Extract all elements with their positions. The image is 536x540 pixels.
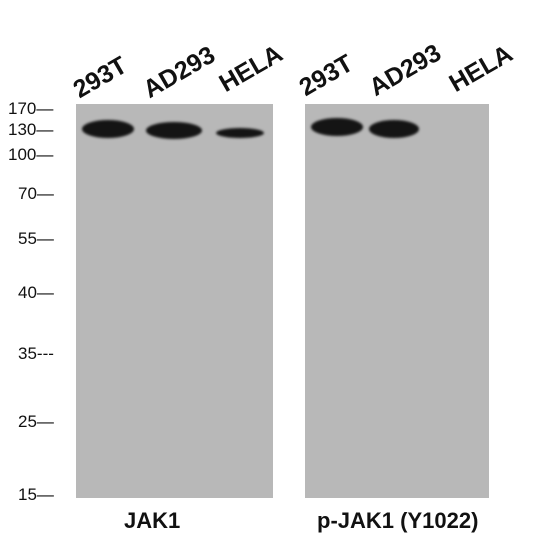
marker-100: 100— [8, 145, 54, 164]
panel-title-pjak1: p-JAK1 (Y1022) [317, 508, 479, 533]
band-pjak1-ad293 [369, 120, 419, 138]
marker-55: 55— [18, 229, 54, 248]
lane-label-293t-left: 293T [68, 51, 132, 104]
band-jak1-293t [82, 120, 134, 138]
marker-130: 130— [8, 120, 54, 139]
marker-35: 35--- [18, 344, 54, 363]
band-jak1-ad293 [146, 122, 202, 139]
lane-label-293t-right: 293T [294, 49, 358, 102]
band-jak1-hela [216, 128, 264, 138]
lane-label-hela-left: HELA [214, 39, 288, 98]
lane-label-hela-right: HELA [444, 39, 518, 98]
marker-70: 70— [18, 184, 54, 203]
lane-label-ad293-left: AD293 [138, 40, 220, 104]
marker-25: 25— [18, 412, 54, 431]
band-pjak1-293t [311, 118, 363, 136]
blot-membrane-pjak1 [305, 104, 489, 498]
blot-membrane-jak1 [76, 104, 273, 498]
lane-label-ad293-right: AD293 [364, 38, 446, 102]
marker-170: 170— [8, 99, 54, 118]
marker-40: 40— [18, 283, 54, 302]
panel-title-jak1: JAK1 [124, 508, 181, 533]
marker-15: 15— [18, 485, 54, 504]
